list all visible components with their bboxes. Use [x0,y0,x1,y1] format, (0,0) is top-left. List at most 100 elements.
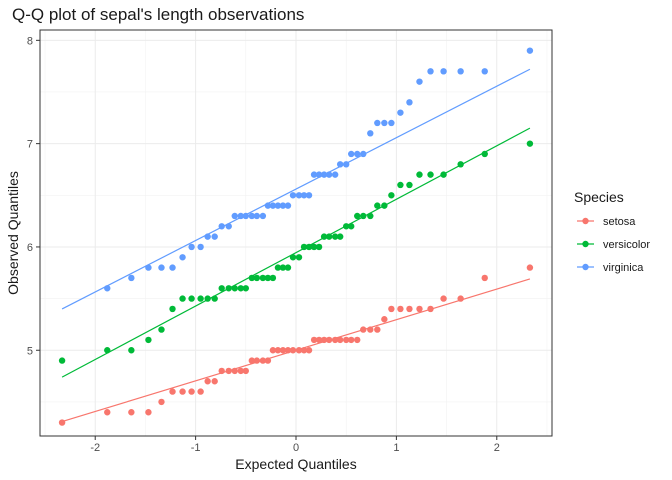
point-versicolor [374,202,381,209]
point-versicolor [305,243,313,251]
point-setosa [145,409,152,416]
point-versicolor [218,285,225,292]
point-virginica [253,212,261,220]
point-versicolor [58,357,66,364]
point-versicolor [145,336,152,344]
point-setosa [269,347,277,354]
point-versicolor [231,285,238,292]
legend-title: Species [574,189,624,205]
point-setosa [305,347,313,354]
point-virginica [354,150,361,158]
point-versicolor [360,212,367,220]
point-versicolor [416,171,423,178]
point-setosa [325,336,333,344]
point-virginica [104,285,111,292]
point-virginica [360,150,367,158]
point-versicolor [128,347,135,354]
point-setosa [388,305,395,313]
point-setosa [225,367,232,375]
point-setosa [128,409,135,416]
y-tick-label: 5 [27,345,33,357]
point-versicolor [300,243,308,251]
point-setosa [188,388,195,395]
point-versicolor [427,171,434,178]
point-virginica [259,212,267,220]
legend-label-versicolor: versicolor [603,239,650,251]
x-tick-label: -2 [90,442,100,454]
y-tick-label: 8 [27,35,33,47]
point-versicolor [248,274,256,282]
point-virginica [374,119,381,127]
point-virginica [305,192,313,199]
point-versicolor [295,254,303,261]
y-tick-label: 7 [27,139,33,151]
point-versicolor [188,295,195,302]
point-setosa [342,336,350,344]
point-versicolor [310,243,318,251]
point-versicolor [320,233,328,240]
point-versicolor [354,212,361,220]
point-setosa [457,295,464,302]
point-setosa [169,388,176,395]
point-setosa [274,347,282,354]
point-setosa [354,336,361,344]
point-versicolor [237,285,244,292]
point-setosa [158,398,165,406]
point-versicolor [526,140,534,147]
point-versicolor [242,285,250,292]
point-virginica [158,264,165,271]
point-virginica [218,223,225,230]
point-versicolor [367,212,374,220]
point-virginica [481,68,488,75]
point-setosa [253,357,261,364]
point-setosa [320,336,328,344]
chart-title: Q-Q plot of sepal's length observations [12,5,304,24]
point-setosa [204,378,211,385]
point-setosa [348,336,355,344]
point-versicolor [331,233,339,240]
point-virginica [264,202,272,209]
legend-key-point-virginica [582,263,589,271]
point-versicolor [279,264,287,271]
point-versicolor [481,150,488,158]
point-virginica [320,171,328,178]
point-setosa [259,357,267,364]
point-setosa [242,367,250,375]
point-setosa [279,347,287,354]
point-setosa [440,295,447,302]
point-versicolor [169,305,176,313]
point-versicolor [253,274,261,282]
point-setosa [416,305,423,313]
legend: Species setosa versicolor virginica [574,189,650,274]
point-virginica [197,243,204,251]
point-setosa [331,336,339,344]
point-versicolor [289,254,297,261]
point-setosa [248,357,256,364]
point-virginica [336,161,344,168]
point-versicolor [274,264,282,271]
point-versicolor [315,243,323,251]
point-virginica [231,212,238,220]
point-versicolor [406,181,413,189]
point-virginica [179,254,186,261]
x-tick-label: 2 [494,442,500,454]
point-virginica [310,171,318,178]
legend-key-point-setosa [582,217,589,225]
point-setosa [104,409,111,416]
point-versicolor [104,347,111,354]
point-virginica [397,109,404,116]
axis-ticks: -2 -1 0 1 2 5 6 7 8 [27,35,500,454]
point-versicolor [457,161,464,168]
point-setosa [179,388,186,395]
point-versicolor [284,264,292,271]
point-setosa [289,347,297,354]
point-virginica [416,78,423,85]
point-setosa [367,326,374,333]
point-setosa [58,419,66,426]
point-virginica [457,68,464,75]
point-virginica [225,223,232,230]
point-virginica [381,119,388,127]
point-virginica [284,202,292,209]
point-virginica [274,202,282,209]
point-virginica [348,150,355,158]
